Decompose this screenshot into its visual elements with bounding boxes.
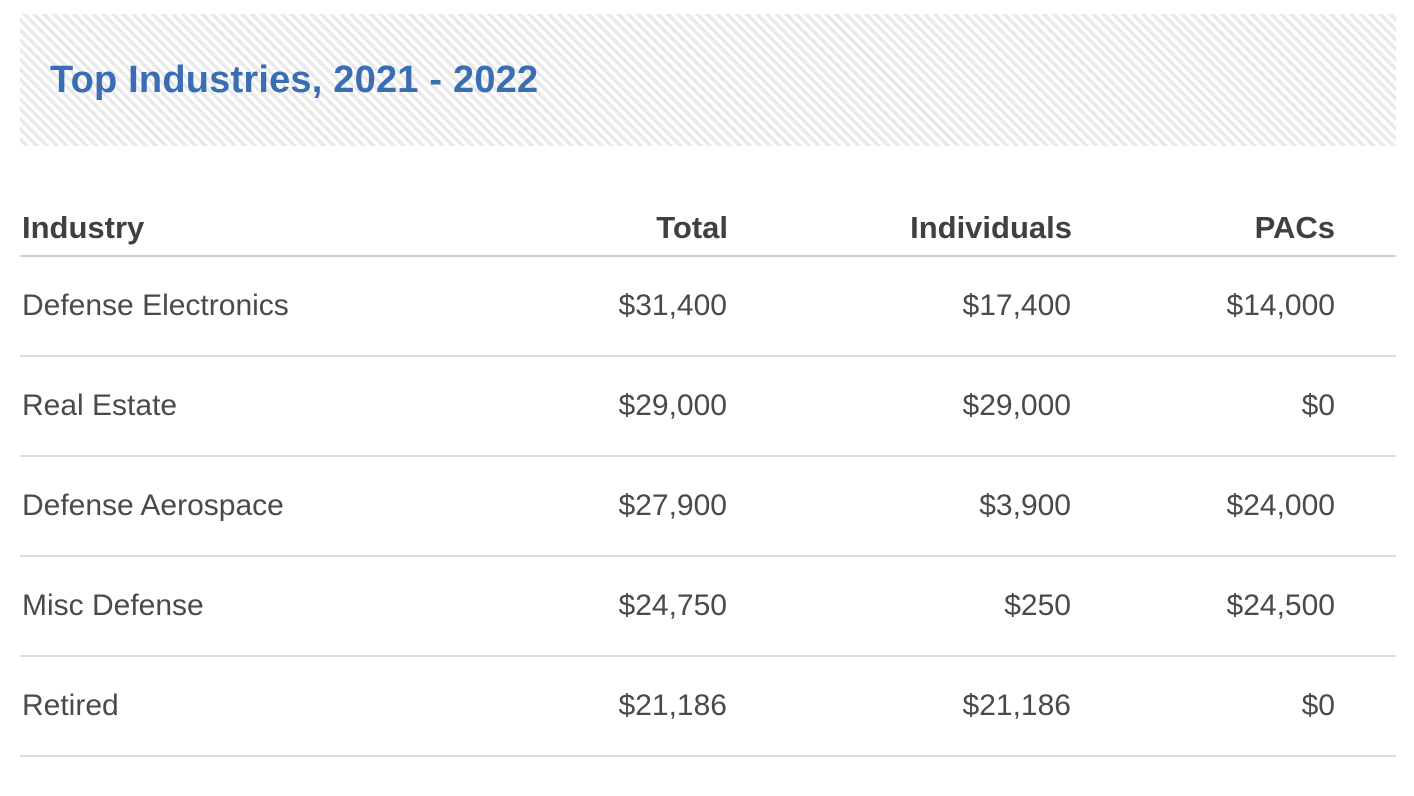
industry-cell: Real Estate (20, 356, 490, 457)
total-cell: $29,000 (490, 356, 728, 457)
individuals-cell: $29,000 (728, 356, 1072, 457)
section-title: Top Industries, 2021 - 2022 (50, 58, 539, 101)
individuals-cell: $17,400 (728, 256, 1072, 357)
pacs-cell: $0 (1072, 656, 1396, 757)
table-header-row: Industry Total Individuals PACs (20, 210, 1396, 257)
industry-cell: Defense Electronics (20, 256, 490, 357)
pacs-cell: $24,000 (1072, 456, 1396, 557)
column-header-pacs: PACs (1072, 210, 1396, 257)
total-cell: $21,186 (490, 656, 728, 757)
individuals-cell: $250 (728, 556, 1072, 657)
pacs-cell: $14,000 (1072, 256, 1396, 357)
individuals-cell: $3,900 (728, 456, 1072, 557)
column-header-total: Total (490, 210, 728, 257)
industries-table-container: Industry Total Individuals PACs Defense … (20, 210, 1396, 757)
total-cell: $31,400 (490, 256, 728, 357)
column-header-industry: Industry (20, 210, 490, 257)
table-row: Real Estate $29,000 $29,000 $0 (20, 356, 1396, 457)
pacs-cell: $24,500 (1072, 556, 1396, 657)
industries-table: Industry Total Individuals PACs Defense … (20, 210, 1396, 757)
total-cell: $24,750 (490, 556, 728, 657)
pacs-cell: $0 (1072, 356, 1396, 457)
table-row: Defense Electronics $31,400 $17,400 $14,… (20, 256, 1396, 357)
industry-cell: Retired (20, 656, 490, 757)
industry-cell: Defense Aerospace (20, 456, 490, 557)
section-header-banner: Top Industries, 2021 - 2022 (20, 14, 1396, 146)
column-header-individuals: Individuals (728, 210, 1072, 257)
industry-cell: Misc Defense (20, 556, 490, 657)
table-row: Retired $21,186 $21,186 $0 (20, 656, 1396, 757)
individuals-cell: $21,186 (728, 656, 1072, 757)
table-row: Misc Defense $24,750 $250 $24,500 (20, 556, 1396, 657)
total-cell: $27,900 (490, 456, 728, 557)
table-row: Defense Aerospace $27,900 $3,900 $24,000 (20, 456, 1396, 557)
